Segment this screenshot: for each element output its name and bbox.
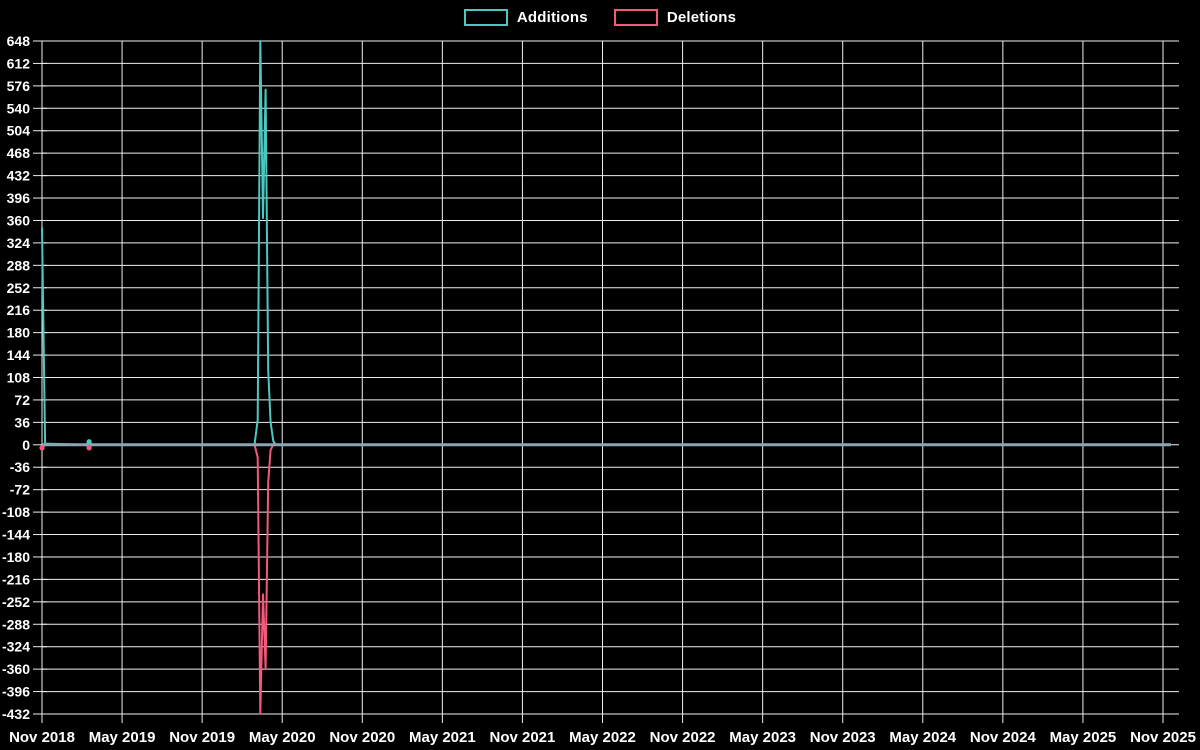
- y-tick-label: -252: [2, 594, 30, 610]
- x-tick-label: Nov 2020: [329, 729, 395, 746]
- y-tick-label: 504: [7, 123, 31, 139]
- x-tick-label: Nov 2023: [810, 729, 876, 746]
- x-tick-label: Nov 2022: [650, 729, 716, 746]
- y-tick-label: -108: [2, 504, 30, 520]
- y-tick-label: 540: [7, 100, 31, 116]
- y-tick-label: 180: [7, 325, 31, 341]
- y-tick-label: 612: [7, 55, 31, 71]
- y-tick-label: 468: [7, 145, 31, 161]
- deletions-point-marker[interactable]: [39, 445, 45, 451]
- additions-swatch: [463, 8, 508, 26]
- y-tick-label: 108: [7, 370, 31, 386]
- y-tick-label: -360: [2, 661, 30, 677]
- additions-point-marker[interactable]: [86, 439, 92, 445]
- y-tick-label: 288: [7, 257, 31, 273]
- grid-layer: [33, 40, 1179, 723]
- legend-item-deletions[interactable]: Deletions: [613, 8, 737, 26]
- x-tick-label: Nov 2018: [9, 729, 75, 746]
- y-tick-label: 396: [7, 190, 31, 206]
- y-tick-label: 216: [7, 302, 31, 318]
- y-tick-label: -72: [10, 482, 30, 498]
- x-tick-label: May 2021: [409, 729, 476, 746]
- y-tick-label: -216: [2, 571, 30, 587]
- chart-legend: Additions Deletions: [0, 5, 1200, 29]
- y-tick-label: -324: [2, 639, 30, 655]
- y-tick-label: -288: [2, 616, 30, 632]
- y-axis-labels: 6486125765405044684323963603242882522161…: [2, 33, 30, 722]
- x-tick-label: May 2019: [89, 729, 156, 746]
- y-tick-label: -36: [10, 459, 30, 475]
- y-tick-label: 360: [7, 212, 31, 228]
- x-tick-label: May 2022: [569, 729, 636, 746]
- deletions-point-marker[interactable]: [86, 445, 92, 451]
- y-tick-label: 576: [7, 78, 31, 94]
- y-tick-label: 72: [14, 392, 30, 408]
- legend-label-additions: Additions: [516, 8, 588, 26]
- x-tick-label: May 2025: [1050, 729, 1117, 746]
- y-tick-label: -432: [2, 706, 30, 722]
- legend-item-additions[interactable]: Additions: [463, 8, 588, 26]
- y-tick-label: 324: [7, 235, 31, 251]
- y-tick-label: -396: [2, 684, 30, 700]
- legend-label-deletions: Deletions: [666, 8, 737, 26]
- x-tick-label: Nov 2021: [489, 729, 555, 746]
- x-tick-label: May 2024: [889, 729, 956, 746]
- x-tick-label: Nov 2025: [1130, 729, 1196, 746]
- x-axis-labels: Nov 2018 May 2019 Nov 2019 May 2020 Nov 2020…: [9, 729, 1196, 746]
- y-tick-label: -180: [2, 549, 30, 565]
- y-tick-label: 144: [7, 347, 31, 363]
- deletions-swatch: [613, 8, 658, 26]
- x-tick-label: May 2020: [249, 729, 316, 746]
- x-tick-label: Nov 2019: [169, 729, 235, 746]
- y-tick-label: 648: [7, 33, 31, 49]
- y-tick-label: 0: [22, 437, 30, 453]
- x-tick-label: Nov 2024: [970, 729, 1037, 746]
- y-tick-label: 252: [7, 280, 31, 296]
- y-tick-label: 432: [7, 168, 31, 184]
- x-tick-label: May 2023: [729, 729, 796, 746]
- y-tick-label: -144: [2, 527, 30, 543]
- y-tick-label: 36: [14, 414, 30, 430]
